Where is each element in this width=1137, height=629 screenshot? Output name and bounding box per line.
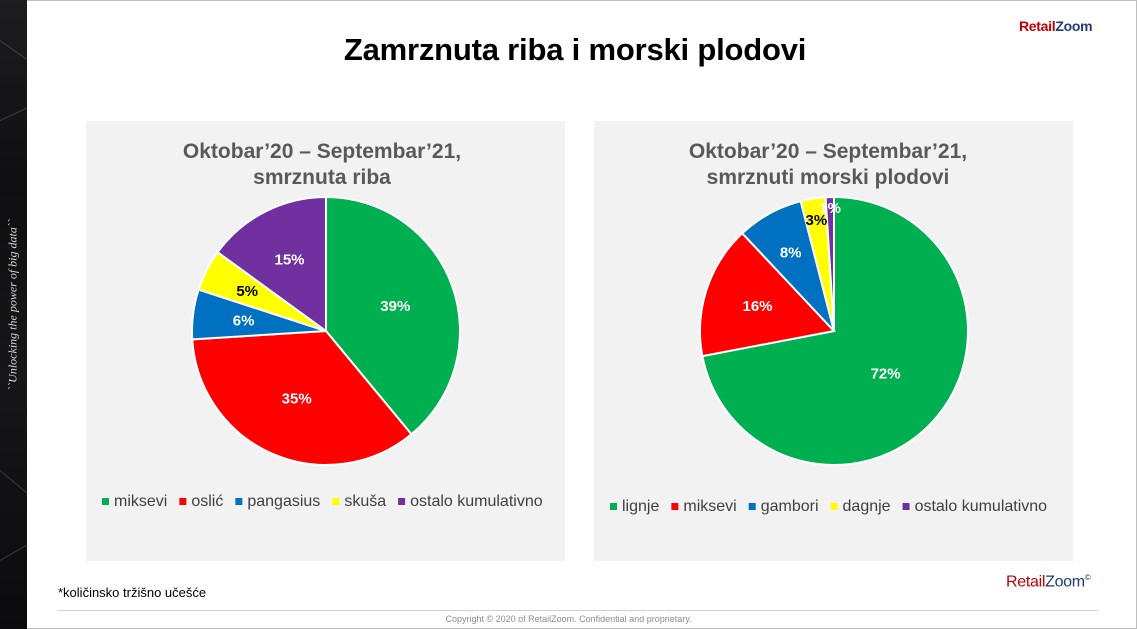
legend-item: gambori (748, 498, 819, 515)
legend-item: oslić (179, 493, 223, 510)
side-tagline: ``Unlocking the power of big data`` (5, 219, 20, 391)
side-decoration-strip: ``Unlocking the power of big data`` (0, 0, 27, 629)
brand-logo-zoom: Zoom (1055, 18, 1093, 34)
copyright-notice: Copyright © 2020 of RetailZoom. Confiden… (445, 614, 692, 624)
brand-logo-top: RetailZoom (1019, 18, 1093, 34)
pie-slice-ostalo-kumulativno (216, 195, 327, 333)
pie-slice-ostalo-kumulativno (824, 195, 835, 332)
legend-swatch (610, 503, 617, 510)
brand-logo-retail: Retail (1019, 18, 1056, 34)
legend-item: miksevi (671, 498, 737, 515)
footer-divider (58, 610, 1098, 611)
legend-swatch (179, 498, 187, 505)
legend-item: ostalo kumulativno (398, 493, 543, 510)
legend-swatch (235, 498, 243, 505)
legend-item: skuša (332, 493, 386, 510)
legend-label: gambori (761, 498, 819, 515)
chart-title: Oktobar’20 – Septembar’21, smrznuta riba (183, 140, 461, 189)
legend-swatch (671, 503, 679, 510)
brand-logo-bottom-retail: Retail (1006, 573, 1046, 591)
legend-item: ostalo kumulativno (902, 498, 1048, 515)
chart-title-line: Oktobar’20 – Septembar’21, (183, 140, 461, 163)
pie-chart-fish: Oktobar’20 – Septembar’21, smrznuta riba 3… (102, 140, 543, 510)
legend-label: skuša (344, 493, 386, 510)
chart-title: Oktobar’20 – Septembar’21, smrznuti morsk… (689, 140, 967, 189)
data-label: 72% (871, 366, 901, 383)
legend-item: pangasius (235, 493, 320, 510)
footnote: *količinsko tržišno učešće (58, 585, 207, 600)
legend-item: miksevi (102, 493, 167, 510)
data-label: 35% (282, 391, 312, 408)
chart-panel-fish: Oktobar’20 – Septembar’21, smrznuta riba 3… (86, 121, 565, 561)
data-label: 39% (380, 298, 410, 315)
legend-label: miksevi (683, 498, 736, 515)
legend-swatch (902, 503, 910, 510)
data-label: 6% (233, 313, 255, 330)
legend-label: dagnje (843, 498, 891, 515)
chart-panel-seafood: Oktobar’20 – Septembar’21, smrznuti morsk… (594, 121, 1073, 561)
data-label: 1% (819, 200, 841, 217)
chart-title-line: smrznuti morski plodovi (707, 166, 950, 189)
legend-label: lignje (622, 498, 659, 515)
brand-logo-bottom-zoom: Zoom (1045, 573, 1085, 591)
pie-chart-seafood: Oktobar’20 – Septembar’21, smrznuti morsk… (610, 140, 1048, 515)
legend-item: dagnje (830, 498, 891, 515)
chart-title-line: Oktobar’20 – Septembar’21, (689, 140, 967, 163)
data-label: 3% (806, 212, 828, 229)
brand-logo-bottom: RetailZoom© (1006, 573, 1091, 591)
legend-label: miksevi (114, 493, 167, 510)
data-label: 8% (780, 244, 802, 261)
brand-logo-bottom-mark: © (1084, 573, 1091, 582)
pie-slice-miksevi (699, 231, 836, 358)
legend-swatch (830, 503, 838, 510)
chart-title-line: smrznuta riba (253, 166, 391, 189)
data-label: 5% (236, 283, 258, 300)
legend-label: ostalo kumulativno (915, 498, 1048, 515)
data-label: 15% (274, 251, 304, 268)
legend-swatch (748, 503, 756, 510)
legend-label: ostalo kumulativno (410, 493, 543, 510)
slide-title: Zamrznuta riba i morski plodovi (343, 32, 807, 67)
pie-slice-miksevi (325, 195, 461, 436)
data-label: 16% (742, 298, 772, 315)
legend-swatch (332, 498, 340, 505)
legend-swatch (102, 498, 109, 505)
legend-swatch (398, 498, 406, 505)
legend-label: oslić (191, 493, 223, 510)
legend-label: pangasius (247, 493, 320, 510)
legend-item: lignje (610, 498, 659, 515)
pie-slice-oslić (191, 329, 413, 466)
